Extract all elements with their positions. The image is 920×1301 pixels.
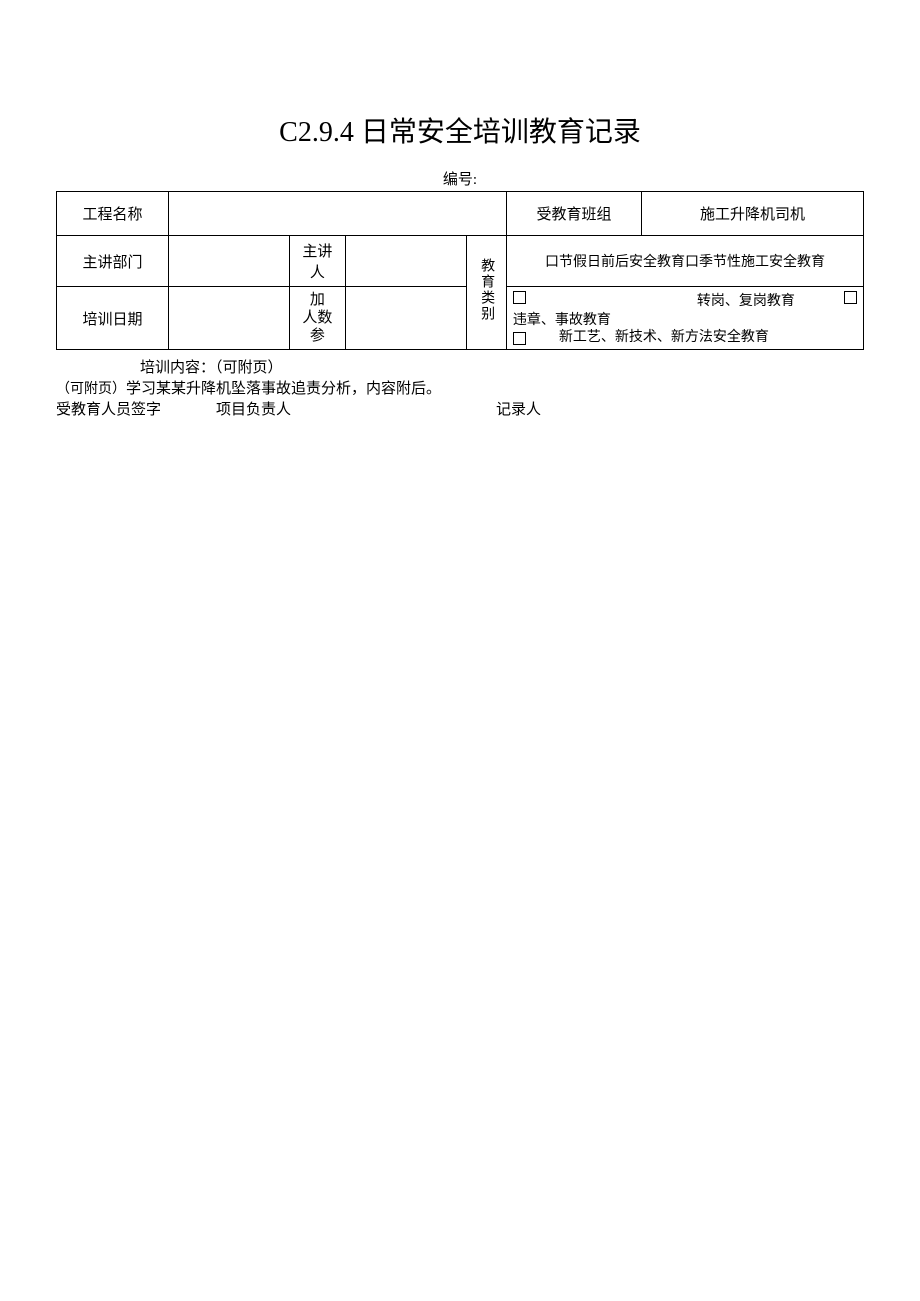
group-label: 受教育班组 [506, 192, 641, 236]
recorder-label: 记录人 [496, 398, 616, 419]
category-option-newtech: 新工艺、新技术、新方法安全教育 [559, 326, 769, 346]
training-content-label: 培训内容：（可附页） [56, 356, 864, 377]
record-table: 工程名称 受教育班组 施工升降机司机 主讲部门 主讲人 教育类别 口节假日前后安… [56, 191, 864, 350]
project-name-label: 工程名称 [57, 192, 169, 236]
training-content-body: 学习某某升降机坠落事故追责分析，内容附后。 [126, 381, 441, 397]
date-value [168, 287, 289, 350]
dept-label: 主讲部门 [57, 236, 169, 287]
below-table-section: 培训内容：（可附页） （可附页）学习某某升降机坠落事故追责分析，内容附后。 受教… [56, 356, 864, 419]
participant-count-label: 加 人数 参 [289, 287, 345, 350]
category-label-cell: 教育类别 [466, 236, 506, 350]
category-option-row2: 转岗、复岗教育 违章、事故教育 新工艺、新技术、新方法安全教育 [506, 287, 863, 350]
checkbox-icon [513, 291, 526, 304]
speaker-label: 主讲人 [289, 236, 345, 287]
category-option-transfer: 转岗、复岗教育 [697, 290, 795, 310]
doc-number-label: 编号: [56, 168, 864, 189]
dept-value [168, 236, 289, 287]
category-option-row1: 口节假日前后安全教育口季节性施工安全教育 [506, 236, 863, 287]
category-label: 教育类别 [479, 258, 494, 322]
trainee-sign-label: 受教育人员签字 [56, 398, 216, 419]
group-value: 施工升降机司机 [642, 192, 864, 236]
speaker-value [345, 236, 466, 287]
checkbox-icon [844, 291, 857, 304]
checkbox-icon [513, 332, 526, 345]
page-title: C2.9.4 日常安全培训教育记录 [56, 110, 864, 150]
participant-count-value [345, 287, 466, 350]
pm-label: 项目负责人 [216, 398, 496, 419]
project-name-value [168, 192, 506, 236]
date-label: 培训日期 [57, 287, 169, 350]
attachment-note: （可附页） [56, 382, 126, 397]
